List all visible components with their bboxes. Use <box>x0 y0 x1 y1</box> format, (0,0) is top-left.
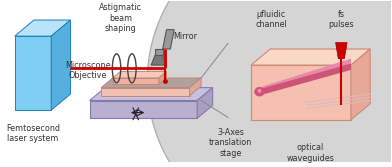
Polygon shape <box>251 65 351 120</box>
Polygon shape <box>15 36 51 110</box>
Text: optical
waveguides: optical waveguides <box>287 143 334 163</box>
Polygon shape <box>351 49 370 120</box>
Ellipse shape <box>147 0 392 167</box>
Polygon shape <box>101 78 201 88</box>
Ellipse shape <box>258 89 261 93</box>
Polygon shape <box>51 20 71 110</box>
Polygon shape <box>15 20 71 36</box>
Polygon shape <box>113 71 167 78</box>
Polygon shape <box>259 59 351 89</box>
Text: μfluidic
channel: μfluidic channel <box>256 10 287 29</box>
Text: 3-Axes
translation
stage: 3-Axes translation stage <box>209 128 252 158</box>
Polygon shape <box>101 88 190 96</box>
Polygon shape <box>251 49 370 65</box>
Polygon shape <box>113 78 159 84</box>
Text: Microscope
Objective: Microscope Objective <box>65 61 111 80</box>
Polygon shape <box>336 43 347 59</box>
Polygon shape <box>151 55 167 65</box>
Text: fs
pulses: fs pulses <box>328 10 354 29</box>
Polygon shape <box>159 71 167 84</box>
Polygon shape <box>90 101 197 118</box>
Polygon shape <box>190 78 201 96</box>
Ellipse shape <box>255 87 264 96</box>
Polygon shape <box>155 49 163 55</box>
Polygon shape <box>197 88 212 118</box>
Text: Femtosecond
laser system: Femtosecond laser system <box>6 124 60 143</box>
Text: Mirror: Mirror <box>173 32 197 41</box>
Text: Astigmatic
beam
shaping: Astigmatic beam shaping <box>99 3 142 33</box>
Polygon shape <box>163 30 174 49</box>
Polygon shape <box>90 88 212 101</box>
Polygon shape <box>259 63 351 96</box>
